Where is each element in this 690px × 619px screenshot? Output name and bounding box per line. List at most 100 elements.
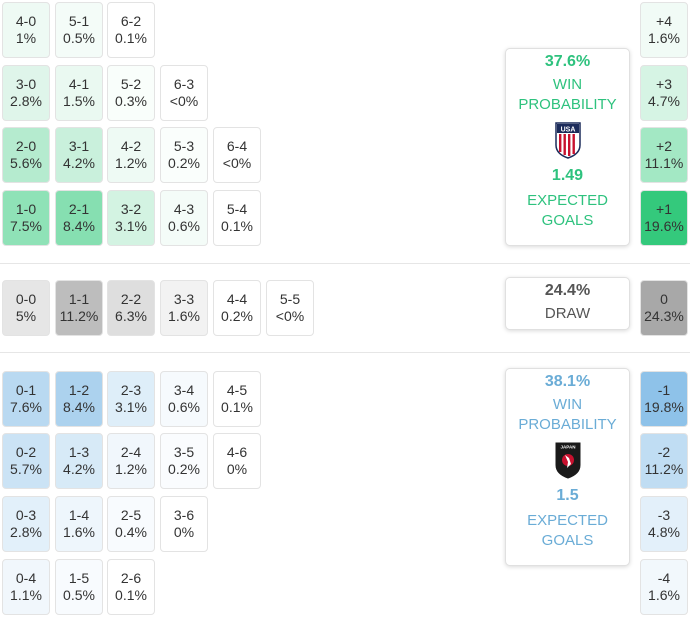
usa-score-cell: 2-0 5.6% xyxy=(2,127,50,183)
section-divider-top xyxy=(0,263,690,264)
japan-score-cell: 0-1 7.6% xyxy=(2,371,50,427)
usa-score-cell-probability: 1.2% xyxy=(115,155,147,171)
draw-score-cell: 0-0 5% xyxy=(2,280,50,336)
japan-score-cell-score: 0-2 xyxy=(15,443,37,460)
usa-margin-cell: +2 11.1% xyxy=(640,127,688,183)
japan-score-cell-probability: 1.1% xyxy=(10,587,42,603)
japan-win-label: WIN xyxy=(552,396,583,413)
usa-score-cell-probability: 8.4% xyxy=(63,218,95,234)
japan-score-cell-score: 1-2 xyxy=(68,381,90,398)
usa-score-cell-score: 4-0 xyxy=(15,12,37,29)
japan-crest-text: JAPAN xyxy=(560,445,575,450)
japan-margin-cell-score: -3 xyxy=(657,506,671,523)
usa-margin-cell: +4 1.6% xyxy=(640,2,688,58)
usa-goals-label: GOALS xyxy=(541,212,594,229)
japan-margin-cell-probability: 19.8% xyxy=(644,399,684,415)
usa-score-cell-score: 2-1 xyxy=(68,200,90,217)
draw-score-cell-score: 1-1 xyxy=(68,290,90,307)
usa-score-cell: 5-1 0.5% xyxy=(55,2,103,58)
japan-goals-label: GOALS xyxy=(541,532,594,549)
japan-margin-cell-probability: 11.2% xyxy=(644,461,684,477)
usa-expected-goals: 1.49 xyxy=(551,167,584,184)
usa-score-cell-probability: 4.2% xyxy=(63,155,95,171)
usa-score-cell-probability: 0.3% xyxy=(115,93,147,109)
draw-margin-cell-score: 0 xyxy=(660,290,668,307)
japan-win-probability: 38.1% xyxy=(544,373,591,390)
usa-score-cell-score: 5-4 xyxy=(226,200,248,217)
usa-score-cell-score: 1-0 xyxy=(15,200,37,217)
japan-margin-cell: -4 1.6% xyxy=(640,559,688,615)
japan-score-cell-score: 2-3 xyxy=(120,381,142,398)
japan-margin-cell-score: -1 xyxy=(657,381,671,398)
japan-score-cell: 0-2 5.7% xyxy=(2,433,50,489)
japan-score-cell-probability: 0.1% xyxy=(115,587,147,603)
usa-score-cell-probability: 0.1% xyxy=(221,218,253,234)
draw-score-cell: 2-2 6.3% xyxy=(107,280,155,336)
japan-probability-label: PROBABILITY xyxy=(518,416,617,433)
usa-margin-cell-probability: 19.6% xyxy=(644,218,684,234)
usa-score-cell-score: 2-0 xyxy=(15,137,37,154)
japan-score-cell: 3-4 0.6% xyxy=(160,371,208,427)
japan-score-cell: 2-4 1.2% xyxy=(107,433,155,489)
draw-score-cell-score: 3-3 xyxy=(173,290,195,307)
japan-score-cell: 1-3 4.2% xyxy=(55,433,103,489)
japan-score-cell-score: 3-5 xyxy=(173,443,195,460)
draw-score-cell-score: 4-4 xyxy=(226,290,248,307)
japan-score-cell: 2-3 3.1% xyxy=(107,371,155,427)
usa-summary-card: 37.6% WIN PROBABILITY USA 1.49 EXPECTED … xyxy=(505,48,630,246)
usa-score-cell: 5-2 0.3% xyxy=(107,65,155,121)
japan-score-cell: 1-5 0.5% xyxy=(55,559,103,615)
japan-margin-cell: -2 11.2% xyxy=(640,433,688,489)
japan-score-cell-score: 0-3 xyxy=(15,506,37,523)
usa-score-cell-score: 3-1 xyxy=(68,137,90,154)
japan-score-cell-probability: 1.2% xyxy=(115,461,147,477)
japan-score-cell: 1-2 8.4% xyxy=(55,371,103,427)
japan-score-cell: 4-5 0.1% xyxy=(213,371,261,427)
usa-win-probability: 37.6% xyxy=(544,53,591,70)
japan-crest-icon: JAPAN xyxy=(555,442,580,479)
japan-margin-cell: -3 4.8% xyxy=(640,496,688,552)
usa-score-cell: 4-2 1.2% xyxy=(107,127,155,183)
usa-score-cell: 5-3 0.2% xyxy=(160,127,208,183)
usa-score-cell-score: 5-1 xyxy=(68,12,90,29)
usa-score-cell-score: 4-2 xyxy=(120,137,142,154)
japan-score-cell-score: 4-5 xyxy=(226,381,248,398)
japan-score-cell: 2-6 0.1% xyxy=(107,559,155,615)
usa-score-cell: 3-2 3.1% xyxy=(107,190,155,246)
japan-score-cell-probability: 7.6% xyxy=(10,399,42,415)
draw-score-cell-probability: 1.6% xyxy=(168,308,200,324)
japan-score-cell: 0-4 1.1% xyxy=(2,559,50,615)
japan-score-cell-probability: 4.2% xyxy=(63,461,95,477)
draw-score-cell: 1-1 11.2% xyxy=(55,280,103,336)
usa-score-cell: 6-3 <0% xyxy=(160,65,208,121)
japan-score-cell-probability: 0.1% xyxy=(221,399,253,415)
japan-score-cell-probability: 3.1% xyxy=(115,399,147,415)
usa-xg-label: EXPECTED xyxy=(527,192,608,209)
draw-score-cell-probability: <0% xyxy=(275,308,305,324)
japan-score-cell-score: 0-1 xyxy=(15,381,37,398)
usa-margin-cell-score: +3 xyxy=(656,75,672,92)
usa-score-cell-score: 4-1 xyxy=(68,75,90,92)
usa-margin-cell-score: +4 xyxy=(656,12,672,29)
usa-score-cell-probability: <0% xyxy=(169,93,199,109)
japan-score-cell: 4-6 0% xyxy=(213,433,261,489)
japan-score-cell-probability: 0% xyxy=(226,461,248,477)
usa-score-cell-probability: <0% xyxy=(222,155,252,171)
usa-score-cell: 2-1 8.4% xyxy=(55,190,103,246)
japan-score-cell: 3-5 0.2% xyxy=(160,433,208,489)
usa-margin-cell: +1 19.6% xyxy=(640,190,688,246)
japan-score-cell-probability: 0.2% xyxy=(168,461,200,477)
usa-score-cell-score: 6-3 xyxy=(173,75,195,92)
usa-margin-cell: +3 4.7% xyxy=(640,65,688,121)
usa-margin-cell-score: +1 xyxy=(656,200,672,217)
draw-score-cell: 5-5 <0% xyxy=(266,280,314,336)
usa-score-cell-probability: 3.1% xyxy=(115,218,147,234)
draw-summary-card: 24.4% DRAW xyxy=(505,277,630,330)
japan-score-cell: 1-4 1.6% xyxy=(55,496,103,552)
japan-margin-cell-probability: 1.6% xyxy=(648,587,680,603)
usa-margin-cell-probability: 11.1% xyxy=(644,155,684,171)
usa-score-cell: 4-0 1% xyxy=(2,2,50,58)
usa-score-cell-score: 6-4 xyxy=(226,137,248,154)
usa-score-cell: 6-4 <0% xyxy=(213,127,261,183)
usa-score-cell-score: 3-0 xyxy=(15,75,37,92)
